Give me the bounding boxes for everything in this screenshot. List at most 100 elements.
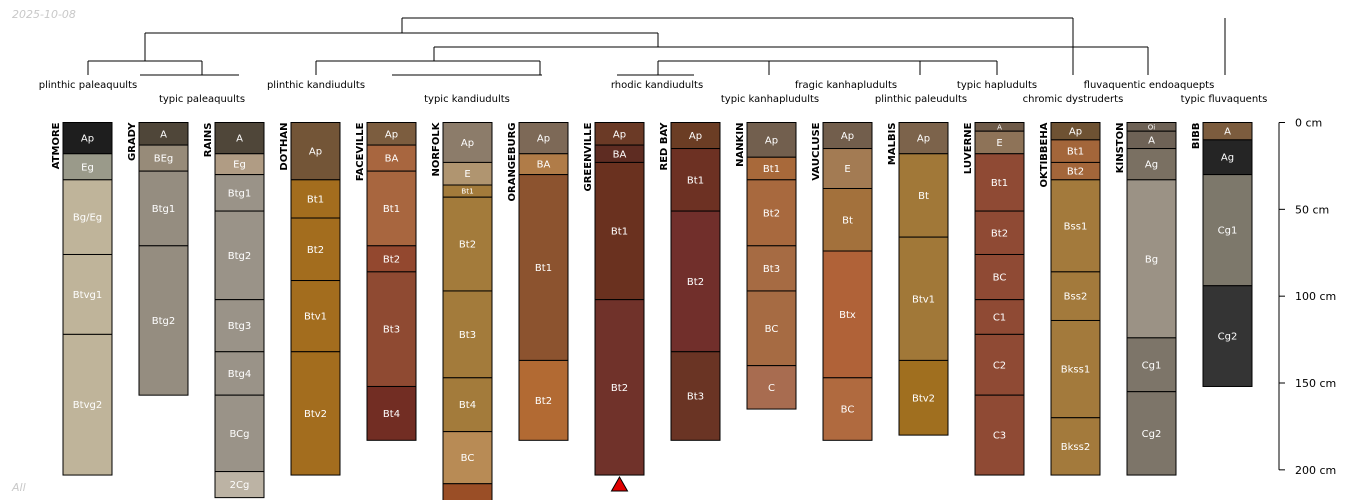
horizon bbox=[366, 385, 417, 441]
horizon-label: Cg2 bbox=[1142, 429, 1162, 440]
horizon bbox=[62, 333, 113, 476]
horizon bbox=[214, 351, 265, 396]
horizon-label: Bg/Eg bbox=[73, 213, 102, 224]
profile-name: BIBB bbox=[1191, 123, 1202, 150]
corner-label: All bbox=[12, 481, 26, 494]
profile-name: NORFOLK bbox=[431, 121, 442, 176]
horizon-label: BA bbox=[385, 154, 399, 165]
profile-name: NANKIN bbox=[735, 123, 746, 167]
horizon bbox=[290, 122, 341, 181]
horizon bbox=[214, 210, 265, 301]
horizon-label: Bt3 bbox=[763, 264, 780, 275]
horizon bbox=[214, 174, 265, 212]
horizon-label: Eg bbox=[233, 160, 246, 171]
horizon-label: BA bbox=[537, 160, 551, 171]
horizon bbox=[746, 122, 797, 158]
horizon-label: Bt2 bbox=[383, 254, 400, 265]
date-label: 2025-10-08 bbox=[12, 8, 76, 21]
horizon bbox=[214, 122, 265, 155]
depth-tick-label: 150 cm bbox=[1295, 377, 1336, 390]
horizon bbox=[442, 431, 493, 485]
taxon-label: typic paleaquults bbox=[159, 94, 245, 105]
horizon bbox=[974, 153, 1025, 212]
horizon-label: Bt1 bbox=[763, 164, 780, 175]
horizon bbox=[898, 236, 949, 361]
horizon-label: Bt1 bbox=[991, 178, 1008, 189]
profile-name: ORANGEBURG bbox=[507, 123, 518, 202]
horizon-label: BC bbox=[765, 324, 779, 335]
horizon-label: E bbox=[844, 164, 850, 175]
horizon-label: Bt3 bbox=[383, 325, 400, 336]
horizon bbox=[974, 394, 1025, 476]
taxon-label: fluvaquentic endoaquepts bbox=[1084, 80, 1215, 91]
horizon bbox=[290, 280, 341, 353]
horizon-label: Ap bbox=[917, 134, 930, 145]
horizon-label: BA bbox=[613, 149, 627, 160]
horizon-label: Bg bbox=[1145, 254, 1158, 265]
horizon-label: A bbox=[1148, 135, 1155, 146]
horizon-label: Bt4 bbox=[383, 409, 400, 420]
horizon bbox=[442, 122, 493, 163]
horizon bbox=[214, 299, 265, 353]
horizon bbox=[214, 471, 265, 499]
horizon-label: Bt1 bbox=[1067, 147, 1084, 158]
horizon bbox=[366, 144, 417, 172]
horizon-label: Bt2 bbox=[1067, 167, 1084, 178]
horizon-label: Bt bbox=[918, 191, 929, 202]
horizon bbox=[746, 365, 797, 410]
horizon-label: Bkss1 bbox=[1061, 365, 1090, 376]
horizon-label: Bss2 bbox=[1064, 292, 1088, 303]
horizon-label: Ap bbox=[765, 135, 778, 146]
horizon-label: E bbox=[996, 138, 1002, 149]
horizon-label: Ap bbox=[81, 134, 94, 145]
horizon-label: A bbox=[160, 129, 167, 140]
horizon-label: Bt1 bbox=[611, 227, 628, 238]
horizon-label: BEg bbox=[154, 154, 174, 165]
depth-tick-label: 200 cm bbox=[1295, 464, 1336, 477]
horizon-label: Bt2 bbox=[611, 383, 628, 394]
horizon bbox=[594, 161, 645, 301]
horizon-label: Ag bbox=[1145, 160, 1158, 171]
profile-name: FACEVILLE bbox=[355, 122, 366, 181]
horizon-label: Ap bbox=[537, 134, 550, 145]
horizon-label: C bbox=[768, 383, 775, 394]
horizon-label: Btv2 bbox=[304, 409, 327, 420]
horizon-label: BC bbox=[461, 453, 475, 464]
horizon bbox=[1126, 391, 1177, 476]
horizon-label: 2Cg bbox=[230, 480, 250, 491]
horizon-label: Bt bbox=[842, 215, 853, 226]
horizon bbox=[518, 359, 569, 441]
profile-name: MALBIS bbox=[887, 123, 898, 166]
horizon-label: Bt1 bbox=[687, 175, 704, 186]
horizon-label: Btv1 bbox=[304, 312, 327, 323]
horizon bbox=[1202, 139, 1253, 176]
horizon-label: Bt2 bbox=[687, 277, 704, 288]
taxon-label: plinthic paleaquults bbox=[39, 80, 137, 91]
truncation-marker bbox=[610, 476, 629, 492]
profile-name: LUVERNE bbox=[963, 122, 974, 174]
horizon-label: Btg4 bbox=[228, 369, 252, 380]
horizon-label: Ap bbox=[385, 129, 398, 140]
horizon bbox=[442, 483, 493, 500]
profile-name: DOTHAN bbox=[279, 123, 290, 171]
profile-name: RAINS bbox=[203, 123, 214, 158]
horizon-label: Bt1 bbox=[307, 194, 324, 205]
profile-name: ATMORE bbox=[51, 122, 62, 169]
horizon bbox=[62, 122, 113, 155]
horizon-label: Cg2 bbox=[1218, 332, 1238, 343]
taxon-label: plinthic kandiudults bbox=[267, 80, 365, 91]
horizon-label: Bt2 bbox=[307, 245, 324, 256]
horizon bbox=[1202, 174, 1253, 287]
horizon-label: Btvg2 bbox=[73, 400, 102, 411]
horizon-label: Bt3 bbox=[687, 392, 704, 403]
horizon-label: Btv2 bbox=[912, 393, 935, 404]
horizon bbox=[822, 377, 873, 441]
taxon-label: typic kandiudults bbox=[424, 94, 510, 105]
horizon bbox=[1202, 285, 1253, 387]
horizon bbox=[214, 394, 265, 473]
horizon bbox=[1050, 417, 1101, 476]
horizon-label: Btg2 bbox=[228, 251, 252, 262]
horizon-label: Bt2 bbox=[763, 208, 780, 219]
profile-name: VAUCLUSE bbox=[811, 122, 822, 180]
